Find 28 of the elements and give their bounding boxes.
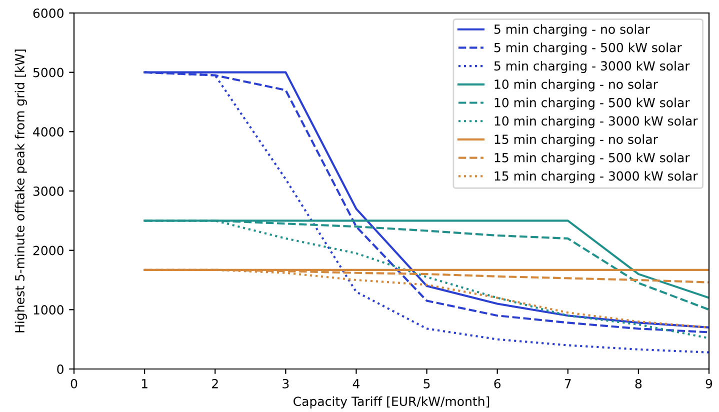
- y-tick-label: 3000: [33, 186, 64, 196]
- x-axis-title: Capacity Tariff [EUR/kW/month]: [294, 396, 490, 408]
- y-tick-label: 2000: [33, 246, 64, 256]
- legend-label: 10 min charging - no solar: [494, 79, 658, 92]
- legend-label: 10 min charging - 500 kW solar: [494, 98, 690, 110]
- x-tick-label: 7: [564, 379, 571, 388]
- y-tick-label: 1000: [34, 305, 64, 315]
- legend-label: 5 min charging - 3000 kW solar: [494, 60, 690, 74]
- y-tick-label: 6000: [33, 8, 64, 18]
- x-tick-label: 4: [352, 379, 360, 388]
- legend-label: 5 min charging - no solar: [494, 24, 650, 36]
- legend-label: 15 min charging - 3000 kW solar: [494, 171, 698, 184]
- y-tick-label: 4000: [33, 127, 64, 137]
- x-tick-label: 9: [706, 378, 712, 388]
- x-tick-label: 2: [212, 378, 218, 388]
- legend-label: 10 min charging - 3000 kW solar: [494, 116, 698, 128]
- x-tick-label: 8: [635, 378, 642, 388]
- x-tick-label: 3: [282, 378, 289, 388]
- x-tick-label: 1: [142, 379, 148, 388]
- x-tick-label: 0: [70, 378, 78, 388]
- legend-label: 15 min charging - 500 kW solar: [494, 152, 690, 165]
- y-axis-title: Highest 5-minute offtake peak from grid [kW]: [14, 50, 27, 332]
- legend-label: 15 min charging - no solar: [494, 134, 658, 146]
- y-tick-label: 0: [57, 364, 64, 374]
- x-tick-label: 5: [424, 379, 430, 388]
- x-tick-label: 6: [494, 378, 501, 388]
- y-tick-label: 5000: [33, 68, 64, 78]
- legend-label: 5 min charging - 500 kW solar: [494, 42, 682, 55]
